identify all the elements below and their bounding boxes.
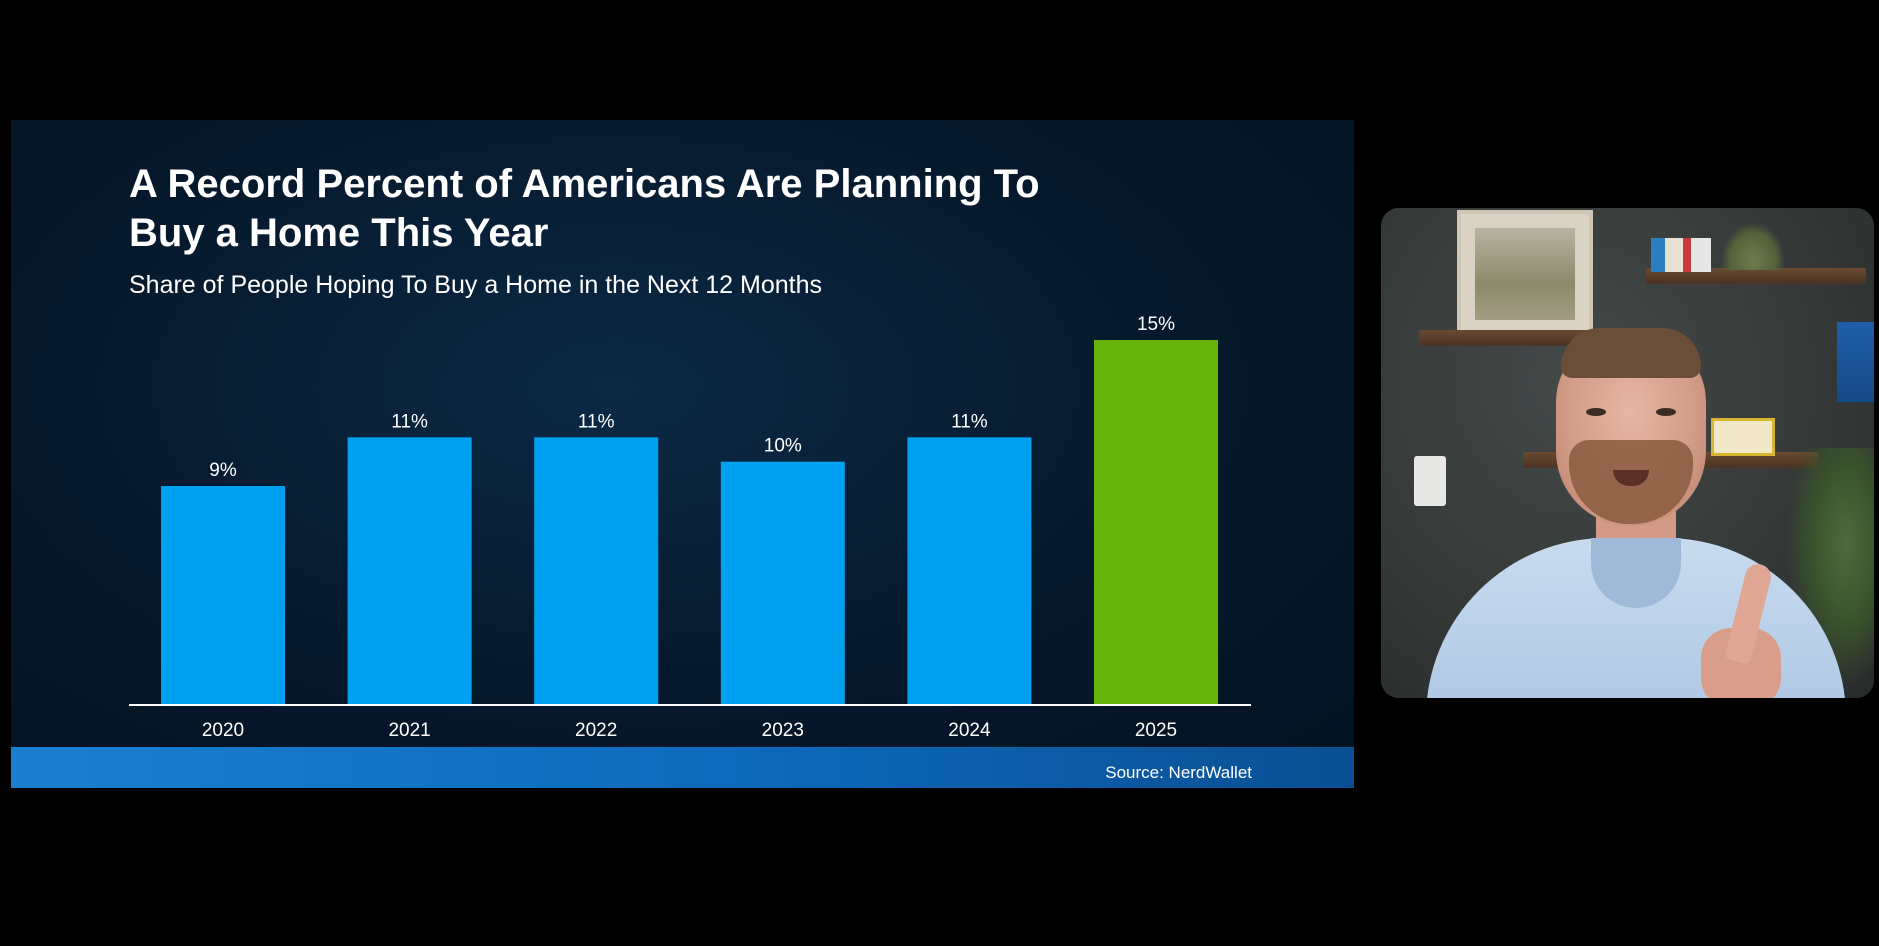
category-label-2021: 2021 [388,720,430,741]
bar-2020 [161,486,285,705]
value-label-2023: 10% [764,436,802,457]
presenter-collar [1591,538,1681,608]
source-label: Source: NerdWallet [1105,763,1252,782]
category-label-2020: 2020 [202,720,244,741]
bar-2021 [347,437,472,705]
category-label-2025: 2025 [1135,720,1177,741]
light-switch [1414,456,1446,506]
slide-subtitle: Share of People Hoping To Buy a Home in … [129,271,823,299]
value-label-2022: 11% [578,411,615,432]
air-plant [1721,222,1785,270]
presenter-hair [1561,328,1701,378]
value-label-2025: 15% [1137,314,1175,335]
value-label-2021: 11% [391,411,428,432]
bar-chart: 9% 2020 11% 2021 11% 2022 10% 2023 11% 2024 15% 202… [129,314,1251,741]
shelf-book-blue [1837,322,1874,402]
category-label-2023: 2023 [762,720,804,741]
category-label-2022: 2022 [575,720,617,741]
wall-shelf-top-right [1646,268,1866,284]
bar-2022 [534,437,659,705]
bar-2024 [907,437,1032,705]
value-label-2020: 9% [209,460,237,481]
presenter-eye-left [1586,408,1606,416]
shelf-books [1651,238,1711,272]
presenter-eye-right [1656,408,1676,416]
value-label-2024: 11% [951,411,988,432]
wall-picture-frame [1457,210,1593,338]
slide-title: A Record Percent of Americans Are Planni… [129,160,1229,258]
presentation-slide: A Record Percent of Americans Are Planni… [11,120,1354,788]
bar-2023 [720,461,845,705]
category-label-2024: 2024 [948,720,991,741]
bar-2025 [1094,340,1218,705]
shelf-sign-book [1711,418,1775,456]
slide-title-line-1: A Record Percent of Americans Are Planni… [129,162,1040,206]
presenter-mouth [1613,470,1649,486]
footer-band [11,747,1354,788]
presenter-webcam [1381,208,1874,698]
wall-shelf-left [1419,330,1589,346]
slide-title-line-2: Buy a Home This Year [129,211,549,255]
